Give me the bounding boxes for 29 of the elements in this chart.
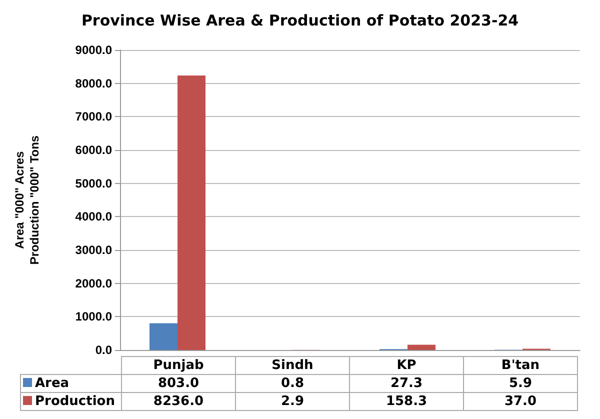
data-label: 0.8 [236, 374, 350, 392]
legend-label: Production [20, 392, 122, 410]
x-tick-label: B'tan [464, 356, 578, 374]
bar [150, 323, 178, 350]
data-label: 37.0 [464, 392, 578, 410]
data-label: 8236.0 [122, 392, 236, 410]
data-label: 803.0 [122, 374, 236, 392]
y-tick-label: 2000.0 [75, 276, 112, 290]
y-tick-label: 7000.0 [75, 110, 112, 124]
y-axis-title: Area "000" Acres Production "000" Tons [12, 135, 42, 265]
data-label: 158.3 [350, 392, 464, 410]
y-tick-label: 5000.0 [75, 176, 112, 190]
y-tick-label: 3000.0 [75, 243, 112, 257]
x-tick-label: KP [350, 356, 464, 374]
y-tick-label: 4000.0 [75, 210, 112, 224]
x-tick-label: Punjab [122, 356, 236, 374]
data-label: 5.9 [464, 374, 578, 392]
y-tick-label: 1000.0 [75, 310, 112, 324]
data-label: 2.9 [236, 392, 350, 410]
bar [408, 344, 436, 350]
legend-label: Area [20, 374, 122, 392]
bar [178, 75, 206, 350]
y-tick-label: 9000.0 [75, 43, 112, 57]
chart-title: Province Wise Area & Production of Potato 2023-24 [81, 12, 519, 30]
y-tick-label: 0.0 [95, 343, 112, 357]
y-tick-label: 6000.0 [75, 143, 112, 157]
x-tick-label: Sindh [236, 356, 350, 374]
data-label: 27.3 [350, 374, 464, 392]
y-tick-label: 8000.0 [75, 76, 112, 90]
